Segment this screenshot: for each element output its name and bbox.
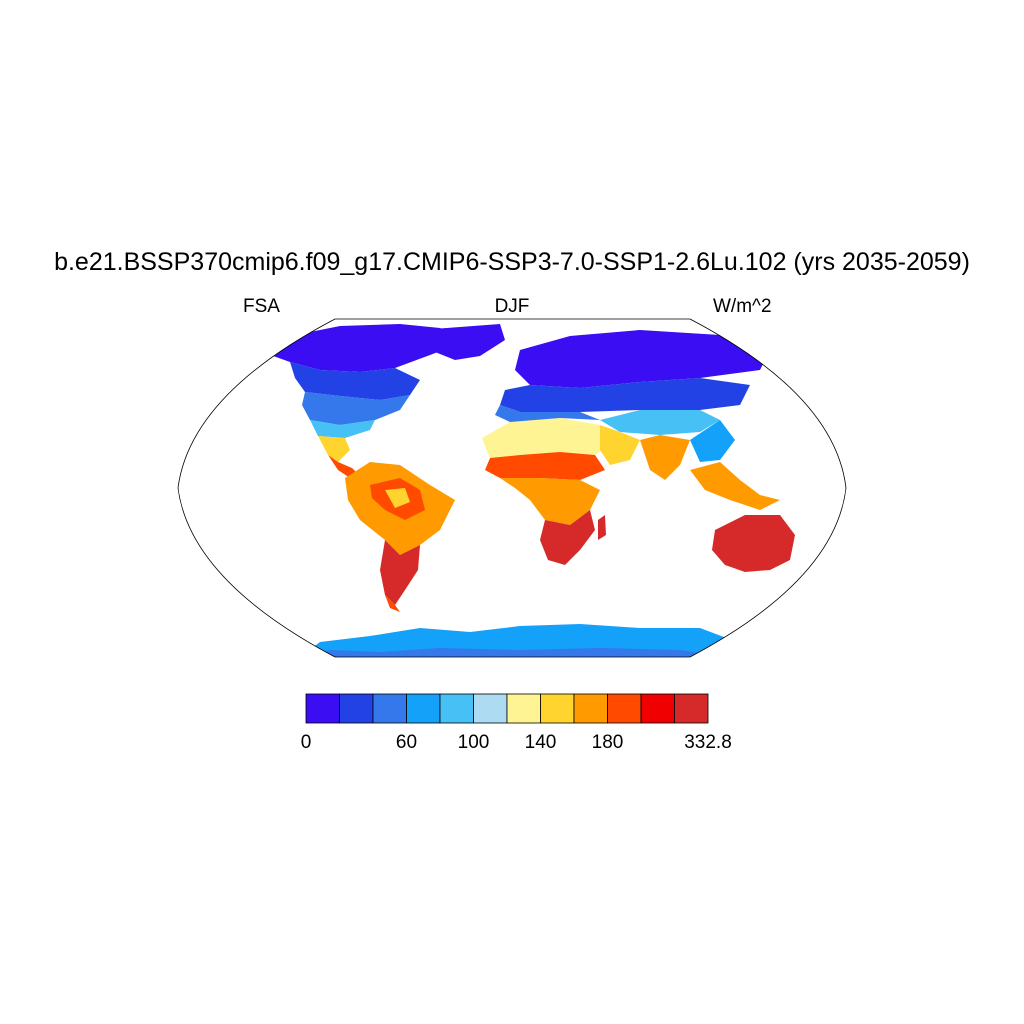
colorbar-tick-label: 60 [395, 732, 418, 753]
colorbar-cell [372, 693, 407, 724]
region-north-america-arctic [262, 324, 470, 372]
region-europe-south [495, 405, 600, 422]
colorbar-tick-label: 140 [524, 732, 557, 753]
region-southeast-asia [690, 462, 780, 510]
plot-title: b.e21.BSSP370cmip6.f09_g17.CMIP6-SSP3-7.… [54, 248, 970, 276]
variable-label: FSA [243, 296, 280, 317]
colorbar-tick-label: 180 [591, 732, 624, 753]
colorbar-cell [573, 693, 608, 724]
region-amazon-core [385, 488, 410, 508]
region-north-america-southern [310, 420, 375, 438]
colorbar-cell [674, 693, 709, 724]
colorbar-cell [406, 693, 441, 724]
colorbar-tick-label: 332.8 [684, 732, 732, 753]
region-north-america-south [302, 392, 410, 425]
region-central-africa [500, 478, 600, 525]
region-central-america [328, 455, 360, 478]
season-label: DJF [494, 296, 530, 317]
region-madagascar [598, 515, 606, 540]
colorbar-tick-label: 0 [300, 732, 312, 753]
colorbar-tick-label: 100 [457, 732, 490, 753]
region-south-america-south [380, 540, 420, 605]
region-eurasia-mid [500, 378, 750, 412]
colorbar-cell [640, 693, 675, 724]
colorbar-cell [339, 693, 374, 724]
region-patagonia [385, 595, 400, 612]
region-middle-east [600, 425, 640, 465]
colorbar-cell [607, 693, 642, 724]
region-south-asia [640, 435, 690, 480]
colorbar-cell [473, 693, 508, 724]
units-label: W/m^2 [713, 296, 772, 317]
region-antarctica-coast [300, 648, 730, 657]
region-central-asia [600, 410, 720, 435]
region-east-asia [690, 420, 735, 462]
map-border [177, 318, 847, 658]
colorbar-cell [540, 693, 575, 724]
region-australia [712, 515, 795, 572]
colorbar-cell [305, 693, 340, 724]
region-sahel [485, 452, 605, 480]
colorbar-cell [439, 693, 474, 724]
region-mexico [318, 436, 350, 462]
region-north-africa [482, 418, 610, 458]
colorbar-cell [506, 693, 541, 724]
region-eurasia-arctic [515, 330, 770, 388]
region-southern-africa [540, 510, 595, 565]
region-north-america-mid [290, 362, 420, 400]
region-greenland [420, 324, 505, 360]
region-antarctica [300, 624, 745, 657]
